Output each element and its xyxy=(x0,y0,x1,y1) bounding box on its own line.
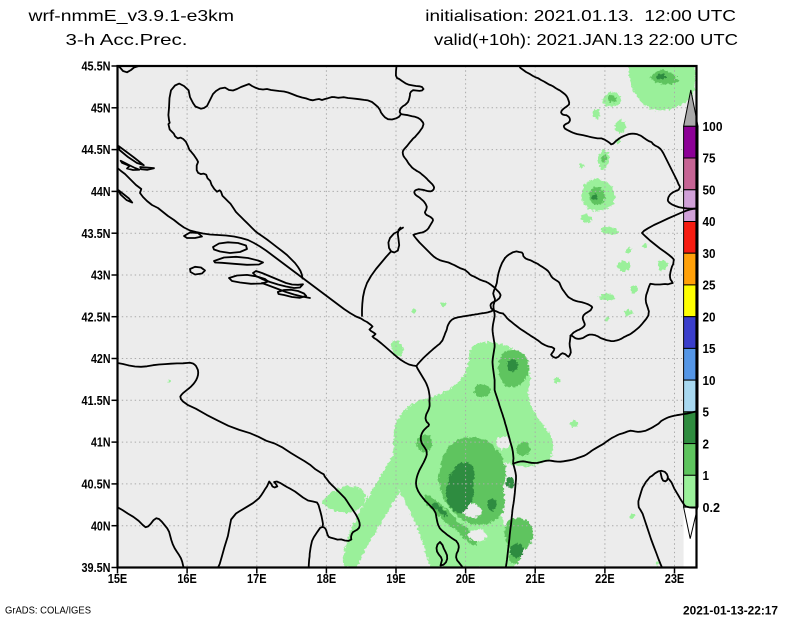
svg-text:15: 15 xyxy=(703,341,716,356)
svg-text:15E: 15E xyxy=(108,571,128,586)
svg-text:40N: 40N xyxy=(91,518,111,533)
svg-text:25: 25 xyxy=(703,278,716,293)
svg-text:23E: 23E xyxy=(665,571,685,586)
svg-text:39.5N: 39.5N xyxy=(82,560,111,575)
svg-text:50: 50 xyxy=(703,183,716,198)
svg-text:43N: 43N xyxy=(91,268,111,283)
svg-text:17E: 17E xyxy=(247,571,267,586)
svg-text:40.5N: 40.5N xyxy=(82,477,111,492)
svg-text:30: 30 xyxy=(703,246,716,261)
svg-text:41.5N: 41.5N xyxy=(82,393,111,408)
svg-text:10: 10 xyxy=(703,373,716,388)
svg-text:18E: 18E xyxy=(317,571,337,586)
svg-text:20E: 20E xyxy=(456,571,476,586)
svg-text:19E: 19E xyxy=(386,571,406,586)
svg-text:22E: 22E xyxy=(595,571,615,586)
svg-text:42.5N: 42.5N xyxy=(82,309,111,324)
svg-text:valid(+10h): 2021.JAN.13 22:00: valid(+10h): 2021.JAN.13 22:00 UTC xyxy=(434,32,738,49)
svg-text:44N: 44N xyxy=(91,184,111,199)
svg-text:2: 2 xyxy=(703,436,710,451)
svg-text:100: 100 xyxy=(703,119,723,134)
svg-text:wrf-nmmE_v3.9.1-e3km: wrf-nmmE_v3.9.1-e3km xyxy=(27,8,234,25)
svg-text:2021-01-13-22:17: 2021-01-13-22:17 xyxy=(683,604,778,618)
svg-text:GrADS: COLA/IGES: GrADS: COLA/IGES xyxy=(5,605,91,617)
svg-text:5: 5 xyxy=(703,405,710,420)
svg-text:42N: 42N xyxy=(91,351,111,366)
svg-text:75: 75 xyxy=(703,151,716,166)
svg-text:45.5N: 45.5N xyxy=(82,59,111,74)
svg-text:20: 20 xyxy=(703,309,716,324)
svg-text:0.2: 0.2 xyxy=(703,500,721,515)
svg-text:44.5N: 44.5N xyxy=(82,142,111,157)
svg-text:41N: 41N xyxy=(91,435,111,450)
svg-text:43.5N: 43.5N xyxy=(82,226,111,241)
svg-text:1: 1 xyxy=(703,468,710,483)
svg-text:3-h Acc.Prec.: 3-h Acc.Prec. xyxy=(66,32,188,49)
svg-text:initialisation: 2021.01.13. 1: initialisation: 2021.01.13. 12:00 UTC xyxy=(425,8,736,25)
svg-text:40: 40 xyxy=(703,214,716,229)
svg-text:16E: 16E xyxy=(177,571,197,586)
svg-text:45N: 45N xyxy=(91,100,111,115)
svg-text:21E: 21E xyxy=(525,571,545,586)
